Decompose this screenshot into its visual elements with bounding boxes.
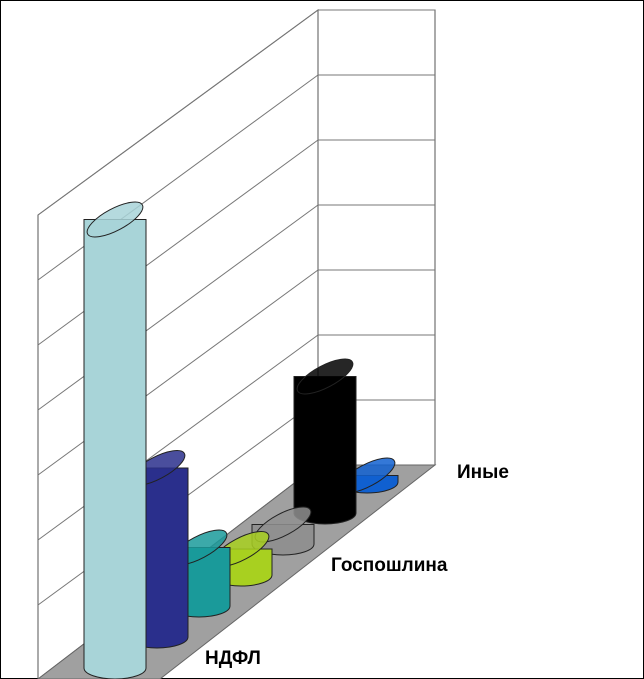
- cylinder-top: [86, 201, 144, 238]
- cylinder-top: [296, 358, 354, 395]
- cylinder: [83, 219, 147, 679]
- x-tick-label: Госпошлина: [331, 555, 448, 576]
- grid-line: [37, 9, 319, 216]
- cylinders: [83, 201, 399, 679]
- cylinder: [293, 376, 357, 525]
- x-tick-label: НДФЛ: [205, 648, 261, 669]
- x-tick-label: Иные: [457, 462, 509, 483]
- category-labels: НДФЛ Госпошлина Иные: [205, 462, 509, 669]
